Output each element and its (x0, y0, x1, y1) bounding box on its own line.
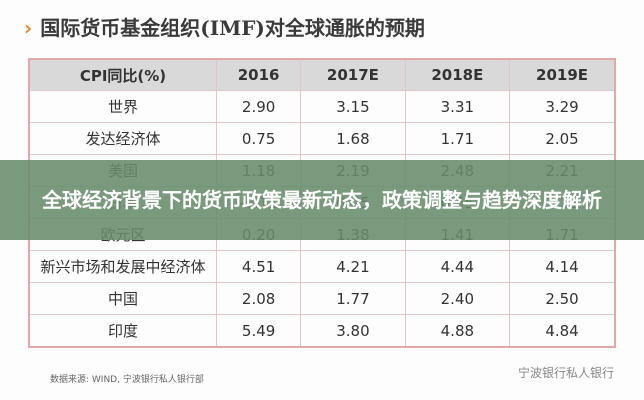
cell-value: 3.15 (300, 90, 406, 123)
source-note: 数据来源: WIND, 宁波银行私人银行部 (50, 375, 204, 385)
cell-value: 3.31 (404, 90, 511, 123)
column-header: 2017E (300, 58, 406, 91)
cell-value: 4.84 (509, 314, 616, 348)
header-row: CPI同比(%) 2016 2017E 2018E 2019E (28, 58, 616, 91)
cell-value: 1.68 (300, 122, 406, 155)
table-row: 世界 2.90 3.15 3.31 3.29 (28, 90, 616, 123)
watermark: 宁波银行私人银行 (517, 366, 614, 380)
cell-value: 4.51 (215, 250, 302, 283)
cell-value: 2.50 (509, 282, 616, 315)
row-label: 新兴市场和发展中经济体 (28, 250, 217, 283)
column-header: 2016 (215, 58, 302, 91)
column-header: 2018E (404, 58, 511, 91)
table-row: 发达经济体 0.75 1.68 1.71 2.05 (28, 122, 616, 155)
cell-value: 2.90 (215, 90, 302, 123)
row-label: 发达经济体 (28, 122, 217, 155)
chevron-icon: › (24, 16, 33, 40)
cell-value: 3.29 (509, 90, 616, 123)
cell-value: 4.14 (509, 250, 616, 283)
row-label: 世界 (28, 90, 217, 123)
row-label: 中国 (28, 282, 217, 315)
cell-value: 2.05 (509, 122, 616, 155)
banner[interactable]: 全球经济背景下的货币政策最新动态，政策调整与趋势深度解析 (0, 160, 644, 240)
table-row: 中国 2.08 1.77 2.40 2.50 (28, 282, 616, 315)
cell-value: 4.88 (404, 314, 511, 348)
cell-value: 2.08 (215, 282, 302, 315)
column-header: CPI同比(%) (28, 58, 217, 91)
row-label: 印度 (28, 314, 217, 348)
column-header: 2019E (509, 58, 616, 91)
title-bar: › 国际货币基金组织(IMF)对全球通胀的预期 (24, 12, 425, 41)
cell-value: 4.21 (300, 250, 406, 283)
cell-value: 5.49 (215, 314, 302, 348)
cell-value: 1.77 (300, 282, 406, 315)
banner-text[interactable]: 全球经济背景下的货币政策最新动态，政策调整与趋势深度解析 (42, 188, 602, 212)
cell-value: 3.80 (300, 314, 406, 348)
table-row: 新兴市场和发展中经济体 4.51 4.21 4.44 4.14 (28, 250, 616, 283)
cell-value: 1.71 (404, 122, 511, 155)
cell-value: 4.44 (404, 250, 511, 283)
title: 国际货币基金组织(IMF)对全球通胀的预期 (40, 16, 425, 40)
cell-value: 0.75 (215, 122, 302, 155)
cell-value: 2.40 (404, 282, 511, 315)
table-row: 印度 5.49 3.80 4.88 4.84 (28, 314, 616, 348)
